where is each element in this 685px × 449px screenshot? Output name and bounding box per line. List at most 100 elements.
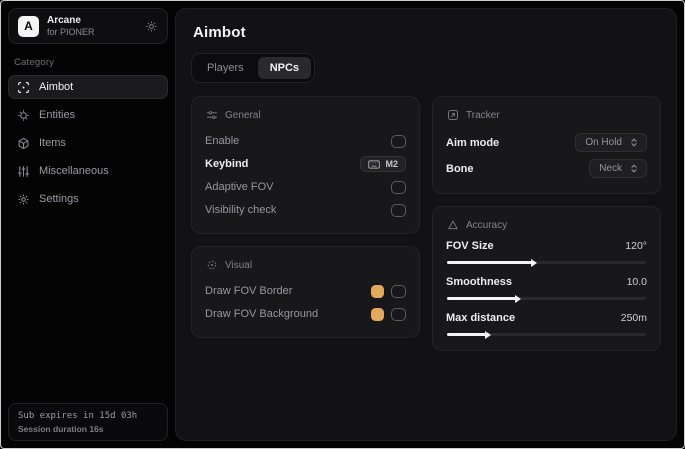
sidebar-item-settings[interactable]: Settings (8, 187, 168, 211)
sidebar-item-entities[interactable]: Entities (8, 103, 168, 127)
fov-size-value: 120° (625, 240, 647, 252)
sidebar-item-label: Items (39, 137, 66, 149)
max-distance-head: Max distance 250m (446, 312, 647, 324)
setting-row-enable: Enable (205, 130, 406, 152)
fov-border-color-swatch[interactable] (371, 284, 384, 298)
general-card-header: General (206, 109, 406, 121)
sidebar-item-items[interactable]: Items (8, 131, 168, 155)
sidebar-item-label: Miscellaneous (39, 165, 109, 177)
visual-card: Visual Draw FOV Border Draw FOV Backgrou… (191, 246, 420, 338)
smoothness-value: 10.0 (626, 276, 647, 288)
visual-card-title: Visual (225, 259, 253, 271)
aim-mode-select[interactable]: On Hold (575, 133, 647, 152)
slider-fill (447, 261, 535, 264)
aim-mode-label: Aim mode (446, 136, 500, 149)
sub-expiry-text: Sub expires in 15d 03h (18, 411, 138, 421)
sidebar-item-miscellaneous[interactable]: Miscellaneous (8, 159, 168, 183)
target-box-icon (447, 109, 459, 121)
chevron-up-down-icon (629, 163, 639, 174)
visibility-check-label: Visibility check (205, 204, 277, 216)
gear-icon[interactable] (145, 20, 158, 33)
sliders-icon (17, 165, 30, 178)
fov-size-head: FOV Size 120° (446, 240, 647, 252)
category-label: Category (14, 57, 55, 68)
setting-row-bone: Bone Neck (446, 156, 647, 181)
brand-title: Arcane (47, 14, 81, 26)
smoothness-head: Smoothness 10.0 (446, 276, 647, 288)
setting-row-adaptive-fov: Adaptive FOV (205, 176, 406, 198)
aim-mode-value: On Hold (585, 137, 622, 148)
fov-border-checkbox[interactable] (391, 284, 406, 298)
adaptive-fov-label: Adaptive FOV (205, 181, 274, 193)
smoothness-label: Smoothness (446, 276, 513, 288)
setting-row-fov-background: Draw FOV Background (205, 303, 406, 325)
session-duration-text: Session duration 16s (18, 424, 104, 434)
keybind-button[interactable]: M2 (360, 156, 406, 172)
right-column: Tracker Aim mode On Hold (432, 96, 661, 351)
fov-background-label: Draw FOV Background (205, 308, 319, 320)
bone-label: Bone (446, 162, 474, 175)
box-icon (17, 137, 30, 150)
max-distance-group: Max distance 250m (446, 312, 647, 338)
adjustments-icon (206, 109, 218, 121)
keybind-label: Keybind (205, 158, 249, 170)
left-column: General Enable Keybind (191, 96, 420, 338)
triangle-icon (447, 219, 459, 231)
sidebar-nav: Aimbot Entities Items (8, 75, 168, 215)
sidebar-item-label: Entities (39, 109, 76, 121)
brand-text: Arcane for PIONER (47, 15, 95, 38)
accuracy-card-title: Accuracy (466, 219, 508, 231)
fov-border-controls (371, 284, 406, 298)
visual-icon (206, 259, 218, 271)
keyboard-icon (368, 159, 381, 169)
settings-grid: General Enable Keybind (191, 96, 661, 351)
slider-fill (447, 297, 519, 300)
tab-npcs[interactable]: NPCs (257, 57, 312, 79)
general-card: General Enable Keybind (191, 96, 420, 234)
visual-card-header: Visual (206, 259, 406, 271)
accuracy-card-header: Accuracy (447, 219, 647, 231)
chevron-up-down-icon (629, 137, 639, 148)
slider-track (447, 297, 646, 300)
adaptive-fov-checkbox[interactable] (391, 180, 406, 194)
fov-background-controls (371, 307, 406, 321)
setting-row-fov-border: Draw FOV Border (205, 280, 406, 302)
gear-icon (17, 193, 30, 206)
sidebar-item-aimbot[interactable]: Aimbot (8, 75, 168, 99)
brand-logo-letter: A (24, 19, 33, 33)
crosshair-icon (17, 81, 30, 94)
tracker-card-title: Tracker (466, 109, 500, 121)
slider-fill (447, 333, 489, 336)
keybind-value: M2 (385, 159, 398, 169)
subscription-card: Sub expires in 15d 03h Session duration … (8, 403, 168, 441)
bone-value: Neck (599, 163, 622, 174)
sidebar-item-label: Aimbot (39, 81, 74, 93)
brand-logo: A (18, 15, 39, 37)
tab-bar: Players NPCs (191, 53, 316, 83)
setting-row-visibility-check: Visibility check (205, 199, 406, 221)
enable-label: Enable (205, 135, 240, 147)
fov-background-color-swatch[interactable] (371, 307, 384, 321)
slider-track (447, 333, 646, 336)
smoothness-slider[interactable] (446, 295, 647, 302)
setting-row-keybind: Keybind M2 (205, 153, 406, 175)
slider-track (447, 261, 646, 264)
max-distance-slider[interactable] (446, 331, 647, 338)
max-distance-label: Max distance (446, 312, 516, 324)
bone-select[interactable]: Neck (589, 159, 647, 178)
general-card-title: General (225, 109, 261, 121)
tracker-card: Tracker Aim mode On Hold (432, 96, 661, 194)
fov-background-checkbox[interactable] (391, 307, 406, 321)
visibility-check-checkbox[interactable] (391, 203, 406, 217)
enable-checkbox[interactable] (391, 134, 406, 148)
fov-size-slider[interactable] (446, 259, 647, 266)
fov-size-label: FOV Size (446, 240, 494, 252)
fov-border-label: Draw FOV Border (205, 285, 293, 297)
brand-card: A Arcane for PIONER (8, 8, 168, 44)
max-distance-value: 250m (620, 312, 647, 324)
tab-players[interactable]: Players (195, 57, 256, 79)
accuracy-card: Accuracy FOV Size 120° (432, 206, 661, 351)
tracker-card-header: Tracker (447, 109, 647, 121)
setting-row-aim-mode: Aim mode On Hold (446, 130, 647, 155)
